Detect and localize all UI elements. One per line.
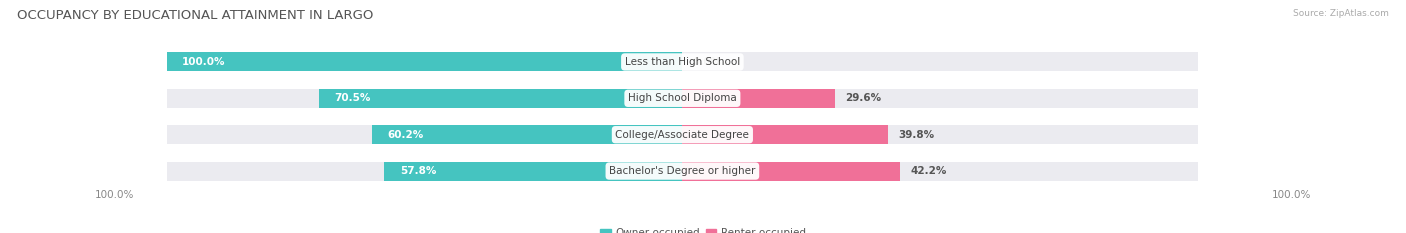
Text: 60.2%: 60.2%: [388, 130, 423, 140]
Text: 70.5%: 70.5%: [335, 93, 371, 103]
Text: OCCUPANCY BY EDUCATIONAL ATTAINMENT IN LARGO: OCCUPANCY BY EDUCATIONAL ATTAINMENT IN L…: [17, 9, 373, 22]
Text: Less than High School: Less than High School: [624, 57, 740, 67]
Bar: [167, 89, 1198, 108]
Text: 29.6%: 29.6%: [845, 93, 882, 103]
Bar: [384, 162, 682, 181]
Text: 100.0%: 100.0%: [94, 190, 134, 200]
Text: 39.8%: 39.8%: [898, 130, 934, 140]
Text: High School Diploma: High School Diploma: [628, 93, 737, 103]
Text: 42.2%: 42.2%: [910, 166, 946, 176]
Text: 100.0%: 100.0%: [1272, 190, 1312, 200]
Text: 100.0%: 100.0%: [183, 57, 226, 67]
Bar: [373, 125, 682, 144]
Bar: [167, 52, 682, 71]
Bar: [167, 125, 1198, 144]
Legend: Owner-occupied, Renter-occupied: Owner-occupied, Renter-occupied: [596, 224, 810, 233]
Bar: [319, 89, 682, 108]
Text: College/Associate Degree: College/Associate Degree: [616, 130, 749, 140]
Text: Bachelor's Degree or higher: Bachelor's Degree or higher: [609, 166, 755, 176]
Text: 57.8%: 57.8%: [399, 166, 436, 176]
Bar: [682, 89, 835, 108]
Bar: [682, 125, 887, 144]
Bar: [167, 162, 1198, 181]
Text: 0.0%: 0.0%: [693, 57, 721, 67]
Text: Source: ZipAtlas.com: Source: ZipAtlas.com: [1294, 9, 1389, 18]
Bar: [167, 52, 1198, 71]
Bar: [682, 162, 900, 181]
